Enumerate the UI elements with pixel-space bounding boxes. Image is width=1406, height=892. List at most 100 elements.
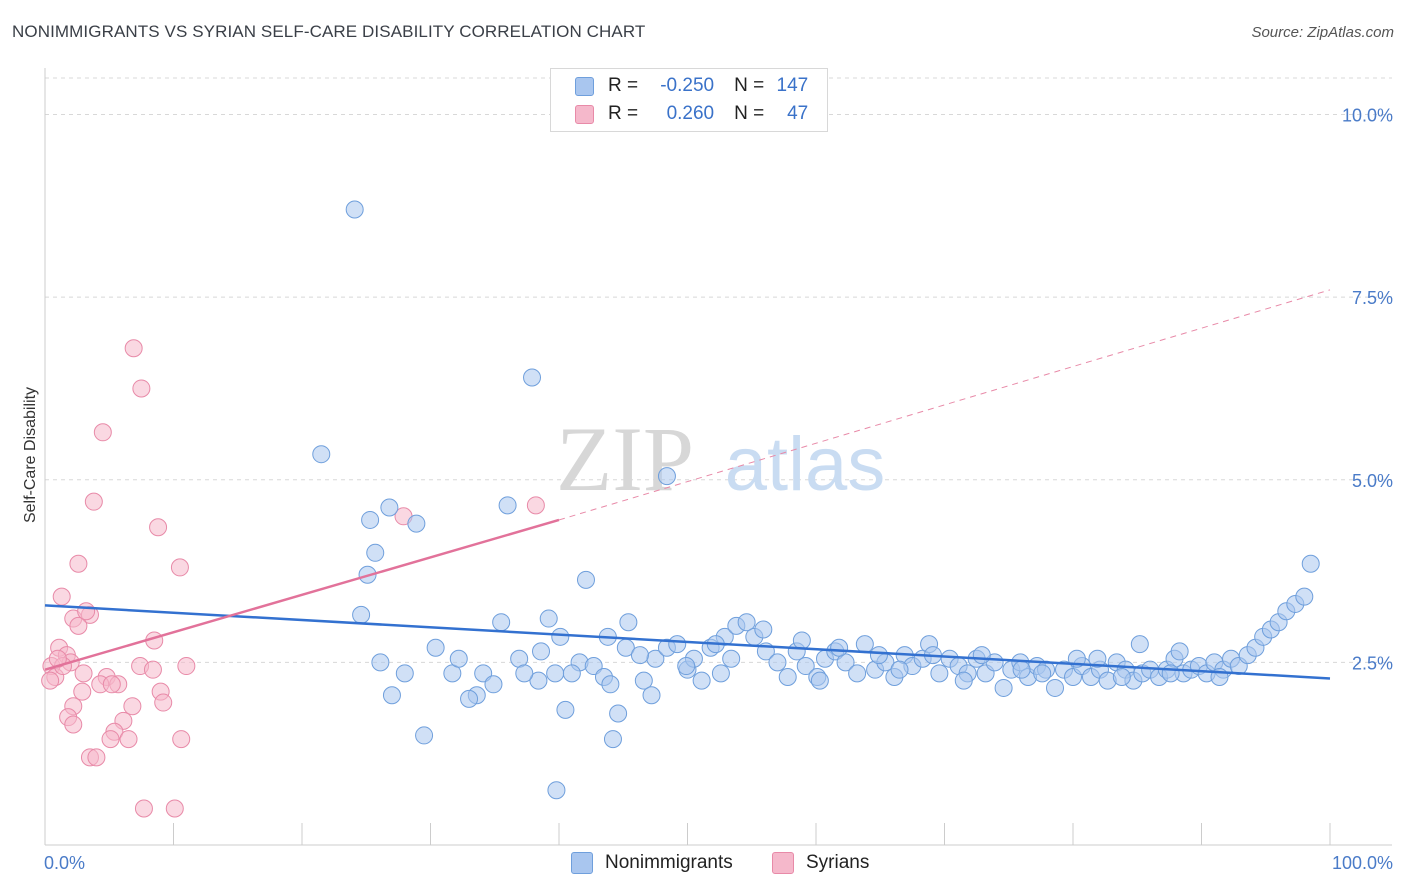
- nonimmigrants-point: [657, 467, 676, 486]
- syrians-point: [69, 554, 88, 573]
- legend-row-syrians: R = 0.260 N = 47: [575, 101, 808, 127]
- nonimmigrants-point: [492, 613, 511, 632]
- legend-n-value: 147: [776, 75, 809, 96]
- syrians-point: [69, 616, 88, 635]
- legend-r-label: R =: [608, 75, 639, 96]
- legend-swatch-syrians: [575, 104, 594, 124]
- syrians-point: [64, 715, 83, 734]
- trend-lines: [44, 289, 1331, 680]
- syrians-point: [177, 657, 196, 676]
- nonimmigrants-point: [869, 646, 888, 665]
- legend-item-nonimmigrants: Nonimmigrants: [571, 852, 733, 874]
- nonimmigrants-point: [737, 613, 756, 632]
- nonimmigrants-point: [754, 620, 773, 639]
- nonimmigrants-point: [380, 498, 399, 517]
- legend-r-value: 0.260: [666, 103, 715, 124]
- watermark: ZIP atlas: [556, 408, 885, 510]
- nonimmigrants-point: [692, 671, 711, 690]
- syrians-points: [41, 339, 545, 818]
- nonimmigrants-trend-line: [44, 604, 1331, 680]
- nonimmigrants-point: [1170, 642, 1189, 661]
- watermark-zip: ZIP: [556, 408, 694, 510]
- y-tick-label: 5.0%: [1352, 471, 1393, 491]
- nonimmigrants-point: [609, 704, 628, 723]
- y-tick-label: 2.5%: [1352, 653, 1393, 673]
- nonimmigrants-point: [855, 635, 874, 654]
- nonimmigrants-point: [603, 730, 622, 749]
- syrians-trend-extension: [558, 289, 1331, 521]
- nonimmigrants-point: [954, 671, 973, 690]
- x-tick-label: 100.0%: [1332, 853, 1393, 873]
- nonimmigrants-point: [547, 781, 566, 800]
- nonimmigrants-point: [1112, 667, 1131, 686]
- tick-labels: 2.5% 5.0% 7.5% 10.0% 0.0% 100.0%: [44, 106, 1393, 873]
- nonimmigrants-point: [539, 609, 558, 628]
- legend-n-label: N =: [734, 103, 765, 124]
- nonimmigrants-point: [677, 657, 696, 676]
- nonimmigrants-point: [407, 514, 426, 533]
- syrians-point: [143, 660, 162, 679]
- nonimmigrants-point: [371, 653, 390, 672]
- syrians-point: [41, 671, 60, 690]
- nonimmigrants-point: [848, 664, 867, 683]
- nonimmigrants-point: [1088, 649, 1107, 668]
- nonimmigrants-point: [366, 543, 385, 562]
- nonimmigrants-point: [830, 638, 849, 657]
- series-legend: Nonimmigrants Syrians: [0, 852, 1406, 878]
- syrians-point: [77, 602, 96, 621]
- nonimmigrants-point: [722, 649, 741, 668]
- nonimmigrants-point: [576, 570, 595, 589]
- legend-r-value: -0.250: [660, 75, 715, 96]
- nonimmigrants-point: [556, 700, 575, 719]
- nonimmigrants-point: [1301, 554, 1320, 573]
- nonimmigrants-point: [415, 726, 434, 745]
- nonimmigrants-point: [619, 613, 638, 632]
- x-tick-label: 0.0%: [44, 853, 85, 873]
- legend-swatch-nonimmigrants: [575, 76, 594, 96]
- syrians-point: [101, 730, 120, 749]
- syrians-point: [84, 492, 103, 511]
- syrians-point: [124, 339, 143, 358]
- nonimmigrants-point: [395, 664, 414, 683]
- legend-label-nonimmigrants: Nonimmigrants: [605, 852, 733, 873]
- syrians-point: [87, 748, 106, 767]
- nonimmigrants-point: [352, 605, 371, 624]
- nonimmigrants-point: [474, 664, 493, 683]
- nonimmigrants-point: [546, 664, 565, 683]
- nonimmigrants-point: [532, 642, 551, 661]
- y-tick-label: 7.5%: [1352, 288, 1393, 308]
- legend-n-label: N =: [734, 75, 765, 96]
- nonimmigrants-point: [515, 664, 534, 683]
- syrians-point: [132, 379, 151, 398]
- nonimmigrants-point: [484, 675, 503, 694]
- nonimmigrants-point: [810, 671, 829, 690]
- nonimmigrants-point: [642, 686, 661, 705]
- nonimmigrants-point: [630, 646, 649, 665]
- syrians-point: [165, 799, 184, 818]
- nonimmigrants-point: [529, 671, 548, 690]
- legend-swatch-syrians: [772, 852, 794, 874]
- syrians-point: [73, 682, 92, 701]
- y-axis-label: Self-Care Disability: [22, 387, 39, 523]
- syrians-trend-line: [44, 518, 560, 671]
- nonimmigrants-point: [1046, 678, 1065, 697]
- nonimmigrants-point: [972, 646, 991, 665]
- nonimmigrants-point: [382, 686, 401, 705]
- nonimmigrants-point: [312, 445, 331, 464]
- nonimmigrants-point: [1033, 664, 1052, 683]
- legend-r-label: R =: [608, 103, 639, 124]
- correlation-legend: R = -0.250 N = 147 R = 0.260 N = 47: [550, 68, 828, 132]
- legend-item-syrians: Syrians: [772, 852, 869, 874]
- syrians-point: [134, 799, 153, 818]
- nonimmigrants-point: [778, 667, 797, 686]
- nonimmigrants-point: [890, 660, 909, 679]
- nonimmigrants-point: [768, 653, 787, 672]
- legend-swatch-nonimmigrants: [571, 852, 593, 874]
- syrians-point: [154, 693, 173, 712]
- nonimmigrants-point: [562, 664, 581, 683]
- nonimmigrants-point: [345, 200, 364, 219]
- syrians-point: [52, 587, 71, 606]
- nonimmigrants-point: [1130, 635, 1149, 654]
- nonimmigrants-point: [1295, 587, 1314, 606]
- nonimmigrants-point: [361, 510, 380, 529]
